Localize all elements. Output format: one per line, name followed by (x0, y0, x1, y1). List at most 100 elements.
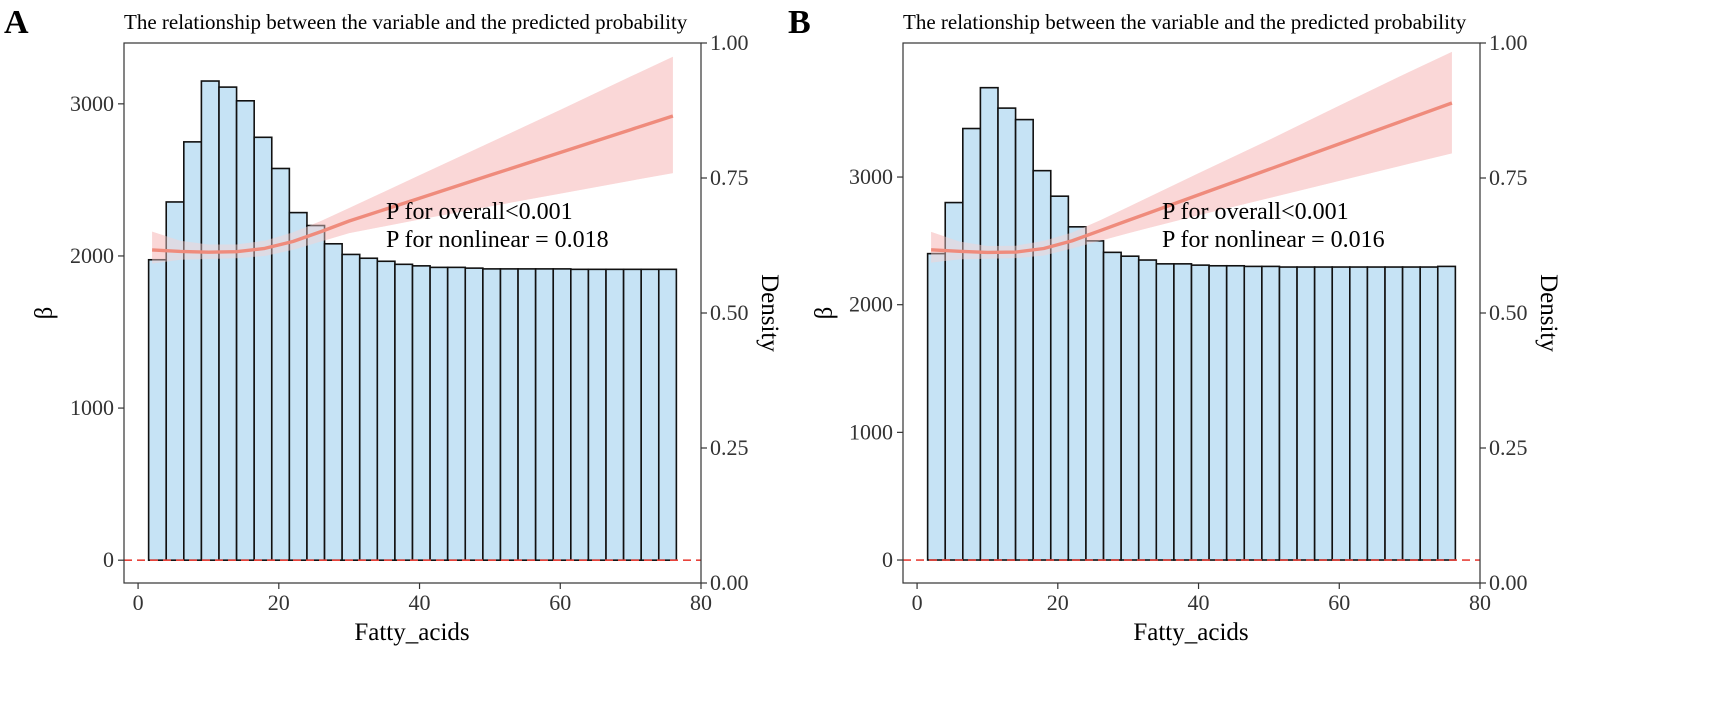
panel-a-ci-band-overlay (152, 56, 673, 264)
panel-label-b: B (788, 4, 811, 41)
panel-a-y2-tick-label: 0.75 (710, 165, 749, 190)
panel-a-histogram-bar (235, 100, 255, 561)
panel-a-x-axis-label: Fatty_acids (354, 619, 469, 646)
panel-a-title: The relationship between the variable an… (124, 10, 688, 34)
panel-a-histogram-bar (429, 266, 449, 561)
panel-a-histogram-bar (147, 258, 168, 561)
panel-b-x-axis-label: Fatty_acids (1133, 619, 1248, 646)
panel-b-y-axis-label: β (811, 307, 838, 320)
panel-a-x-tick-label: 60 (549, 590, 571, 615)
panel-label-a: A (4, 4, 29, 41)
panel-b-title: The relationship between the variable an… (903, 10, 1467, 34)
panel-b-x-tick-label: 40 (1188, 590, 1210, 615)
panel-a-histogram-bar (570, 268, 590, 561)
panel-a-histogram-bar (288, 211, 308, 561)
panel-a-histogram-bar (587, 268, 607, 561)
panel-a-y2-tick-label: 1.00 (710, 30, 749, 55)
panel-b-annotation-overall: P for overall<0.001 (1162, 199, 1349, 225)
panel-a-x-tick-label: 0 (133, 590, 144, 615)
panel-a-y-tick-label: 3000 (70, 91, 114, 116)
panel-a-histogram-bar (306, 224, 326, 561)
panel-a-y-tick-label: 1000 (70, 395, 114, 420)
panel-b-histogram (926, 86, 1457, 561)
panel-b-histogram-bar (1173, 263, 1193, 561)
panel-a-histogram-bar (622, 268, 642, 561)
panel-b-histogram-bar (962, 127, 982, 561)
panel-b-histogram-bar (1225, 264, 1246, 561)
panel-b-histogram-bar (1261, 265, 1281, 561)
panel-b-histogram-bar (1243, 265, 1263, 561)
panel-a-histogram-bar (464, 267, 484, 561)
panel-a-x-tick-label: 20 (268, 590, 290, 615)
panel-b-y-tick-label: 3000 (849, 164, 893, 189)
panel-b-histogram-bar (1190, 264, 1210, 561)
panel-b-histogram-bar (1137, 259, 1158, 561)
panel-b-histogram-bar (1067, 226, 1087, 561)
panel-a-y-tick-label: 2000 (70, 243, 114, 268)
panel-a-histogram-bar (605, 268, 625, 561)
panel-a-histogram-bar (394, 263, 414, 561)
panel-a: A The relationship between the variable … (4, 4, 783, 646)
panel-a-histogram-bar (358, 257, 379, 561)
panel-b-axes: 0 20 40 60 80 0 1000 2000 3000 0.00 0.25 0.50 0.75 1.… (849, 30, 1528, 615)
panel-b-y2-axis-label: Density (1535, 274, 1562, 352)
panel-b-histogram-bar (1085, 240, 1105, 561)
panel-b-ci-band (931, 51, 1452, 263)
panel-b-y-tick-label: 1000 (849, 419, 893, 444)
panel-a-fit-line (152, 114, 674, 254)
panel-b-histogram-bar (1349, 266, 1369, 561)
panel-a-y2-axis-label: Density (756, 274, 783, 352)
panel-a-histogram (147, 80, 678, 561)
panel-b-histogram-bar (1366, 266, 1386, 561)
panel-a-histogram-bar (482, 268, 502, 561)
panel-a-x-tick-label: 80 (690, 590, 712, 615)
panel-a-y2-tick-label: 0.50 (710, 300, 749, 325)
panel-b-histogram-bar (1296, 266, 1316, 561)
panel-b-histogram-bar (997, 107, 1017, 561)
panel-b-histogram-bar (1313, 266, 1334, 561)
panel-a-histogram-bar (376, 260, 396, 561)
panel-a-y2-tick-label: 0.25 (710, 435, 749, 460)
panel-a-histogram-bar (534, 268, 555, 561)
panel-a-annotation-nonlinear: P for nonlinear = 0.018 (386, 227, 609, 253)
panel-a-histogram-bar (657, 268, 678, 561)
panel-a-histogram-bar (253, 136, 273, 561)
panel-b-y2-tick-label: 0.25 (1489, 435, 1528, 460)
panel-a-histogram-bar (200, 80, 220, 561)
panel-a-fit-layer (124, 56, 701, 561)
panel-a-ci-band (152, 56, 673, 264)
panel-a-histogram-bar (270, 167, 291, 561)
panel-a-axes: 0 20 40 60 80 0 1000 2000 3000 0.00 0.25 0.50 0.75 1.… (70, 30, 749, 615)
panel-b-histogram-bar (1436, 265, 1457, 561)
panel-a-histogram-bar (411, 265, 431, 561)
panel-b-histogram-bar (1208, 264, 1228, 561)
panel-a-histogram-bar (640, 268, 660, 561)
panel-b-histogram-bar (1014, 118, 1034, 561)
panel-b-ci-band-layer (931, 51, 1452, 263)
panel-a-annotation-overall: P for overall<0.001 (386, 199, 573, 225)
panel-b-x-tick-label: 20 (1047, 590, 1069, 615)
panel-b-histogram-bar (1419, 266, 1439, 561)
panel-b-histogram-bar (1401, 266, 1421, 561)
panel-a-y2-tick-label: 0.00 (710, 570, 749, 595)
panel-b-histogram-bar (1331, 266, 1351, 561)
panel-a-histogram-bar (323, 242, 343, 561)
panel-a-histogram-bar (552, 268, 572, 561)
panel-b-histogram-bar (1102, 251, 1122, 561)
panel-b-fit-layer (903, 51, 1480, 561)
panel-b: B The relationship between the variable … (788, 4, 1562, 646)
panel-a-histogram-bar (499, 268, 519, 561)
panel-a-histogram-bar (341, 253, 361, 561)
panel-a-y-tick-label: 0 (103, 547, 114, 572)
panel-a-histogram-bar (517, 268, 537, 561)
panel-a-histogram-bar (218, 86, 238, 561)
panel-b-histogram-bar (1155, 263, 1175, 561)
panel-a-ci-band-layer (152, 56, 673, 264)
panel-b-y2-tick-label: 0.50 (1489, 300, 1528, 325)
panel-a-x-tick-label: 40 (409, 590, 431, 615)
panel-a-y-axis-label: β (31, 307, 58, 320)
panel-b-y-tick-label: 0 (882, 547, 893, 572)
panel-b-histogram-bar (926, 252, 947, 561)
panel-b-y2-tick-label: 0.75 (1489, 165, 1528, 190)
